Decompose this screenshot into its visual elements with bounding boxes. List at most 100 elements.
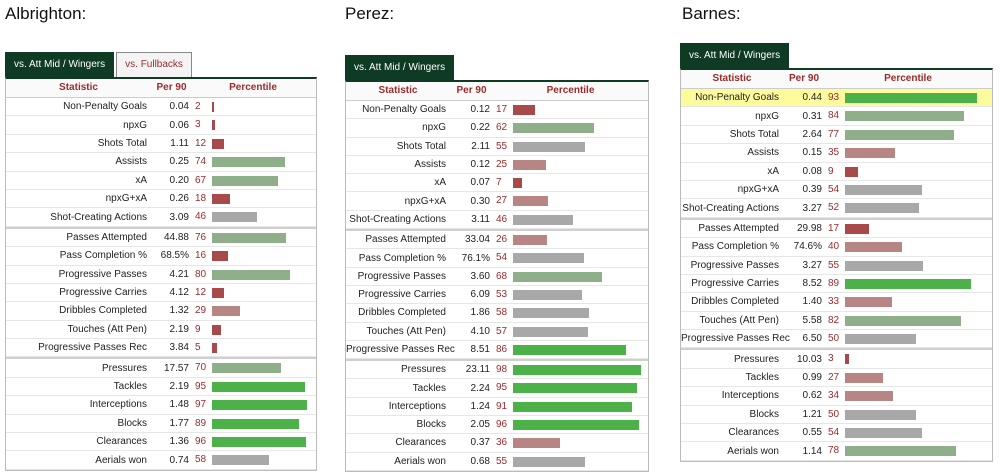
percentile-bar (212, 343, 217, 354)
table-row: Progressive Passes Rec 6.50 50 (681, 330, 992, 349)
percentile-bar (212, 120, 215, 131)
percentile-cell: 82 (825, 312, 991, 329)
per90-value: 1.36 (169, 436, 189, 448)
percentile-bar (513, 420, 639, 431)
percentile-cell: 35 (825, 144, 991, 161)
percentile-value: 46 (496, 213, 508, 225)
percentile-bar (513, 456, 585, 467)
statistic-label: Assists (414, 159, 446, 171)
percentile-value: 25 (496, 158, 508, 170)
percentile-value: 7 (496, 177, 502, 189)
percentile-bar (212, 455, 269, 466)
column-header-percentile[interactable]: Percentile (884, 73, 932, 84)
statistic-label: Clearances (395, 437, 446, 449)
per90-value: 2.24 (470, 382, 490, 394)
statistic-label: Clearances (728, 427, 779, 439)
percentile-bar (212, 437, 306, 448)
per90-value: 8.52 (802, 278, 822, 290)
percentile-cell: 9 (192, 321, 314, 338)
column-header-percentile[interactable]: Percentile (229, 82, 277, 93)
percentile-value: 95 (195, 380, 207, 392)
column-header-per90[interactable]: Per 90 (456, 85, 487, 96)
tab-att-mid-wingers[interactable]: vs. Att Mid / Wingers (5, 52, 115, 77)
percentile-value: 86 (496, 343, 508, 355)
per90-value: 0.37 (470, 437, 490, 449)
percentile-bar (845, 111, 964, 122)
percentile-value: 3 (828, 353, 834, 365)
percentile-cell: 26 (493, 231, 648, 248)
column-header-percentile[interactable]: Percentile (546, 85, 595, 96)
per90-value: 4.21 (169, 268, 189, 280)
statistic-label: Shot-Creating Actions (50, 211, 147, 223)
statistic-label: Progressive Carries (358, 289, 446, 301)
percentile-value: 80 (195, 268, 207, 280)
statistic-label: Pass Completion % (358, 252, 446, 264)
table-row: Dribbles Completed 1.86 58 (346, 304, 648, 323)
percentile-value: 96 (195, 436, 207, 448)
table-row: Shot-Creating Actions 3.09 46 (6, 208, 316, 227)
percentile-bar (513, 438, 560, 449)
percentile-cell: 74 (192, 153, 314, 170)
percentile-value: 36 (496, 437, 508, 449)
percentile-bar (212, 287, 224, 298)
per90-value: 0.31 (802, 110, 822, 122)
percentile-bar (513, 105, 535, 115)
tab-att-mid-wingers[interactable]: vs. Att Mid / Wingers (345, 55, 455, 80)
percentile-cell: 25 (493, 156, 648, 173)
table-row: npxG 0.22 62 (346, 119, 648, 138)
column-header-per90[interactable]: Per 90 (788, 73, 820, 84)
percentile-bar (845, 129, 954, 140)
comparison-tabs: vs. Att Mid / Wingers vs. Fullbacks (5, 52, 194, 78)
percentile-bar (845, 391, 893, 402)
percentile-bar (212, 212, 257, 223)
percentile-bar (845, 354, 849, 365)
per90-value: 1.21 (802, 408, 822, 420)
per90-value: 0.39 (802, 184, 822, 196)
stats-table: Statistic Per 90 Percentile Non-Penalty Goa… (345, 80, 649, 472)
percentile-bar (845, 166, 858, 177)
table-row: npxG 0.06 3 (6, 116, 316, 135)
percentile-bar (513, 253, 584, 264)
table-row: Progressive Passes 3.60 68 (346, 268, 648, 286)
column-header-statistic[interactable]: Statistic (712, 73, 752, 84)
stats-table: Statistic Per 90 Percentile Non-Penalty Goa… (5, 77, 317, 471)
percentile-cell: 58 (493, 304, 648, 321)
statistic-label: Pressures (733, 353, 779, 365)
statistic-label: Progressive Passes (58, 268, 147, 280)
statistic-label: xA (434, 177, 446, 189)
percentile-cell: 46 (192, 208, 314, 225)
table-row: Pass Completion % 68.5% 16 (6, 247, 316, 266)
statistic-label: Assists (747, 147, 779, 159)
percentile-value: 96 (496, 419, 508, 431)
percentile-bar (212, 157, 285, 168)
statistic-label: xA (135, 174, 147, 186)
per90-value: 0.26 (169, 193, 189, 205)
table-row: Progressive Carries 8.52 89 (681, 275, 992, 294)
tab-fullbacks[interactable]: vs. Fullbacks (116, 52, 192, 77)
percentile-cell: 93 (825, 89, 991, 106)
statistic-label: Shots Total (396, 140, 446, 152)
percentile-cell: 89 (192, 415, 314, 432)
percentile-value: 12 (195, 137, 207, 149)
table-row: Tackles 2.24 95 (346, 379, 648, 398)
percentile-bar (513, 235, 547, 246)
percentile-cell: 96 (493, 416, 648, 433)
percentile-cell: 54 (493, 249, 648, 266)
percentile-cell: 27 (493, 192, 648, 209)
tab-att-mid-wingers[interactable]: vs. Att Mid / Wingers (680, 43, 790, 68)
table-row: Assists 0.15 35 (681, 144, 992, 163)
statistic-label: Blocks (117, 417, 147, 429)
per90-value: 0.20 (169, 174, 189, 186)
per90-value: 76.1% (461, 252, 490, 264)
per90-value: 33.04 (464, 234, 490, 246)
percentile-bar (212, 193, 230, 204)
percentile-bar (513, 196, 548, 207)
percentile-cell: 46 (493, 211, 648, 228)
column-header-statistic[interactable]: Statistic (59, 82, 98, 93)
percentile-value: 62 (496, 122, 508, 134)
column-header-statistic[interactable]: Statistic (378, 85, 418, 96)
percentile-cell: 50 (825, 330, 991, 347)
column-header-per90[interactable]: Per 90 (156, 82, 187, 93)
per90-value: 5.58 (802, 314, 822, 326)
percentile-cell: 77 (825, 126, 991, 143)
